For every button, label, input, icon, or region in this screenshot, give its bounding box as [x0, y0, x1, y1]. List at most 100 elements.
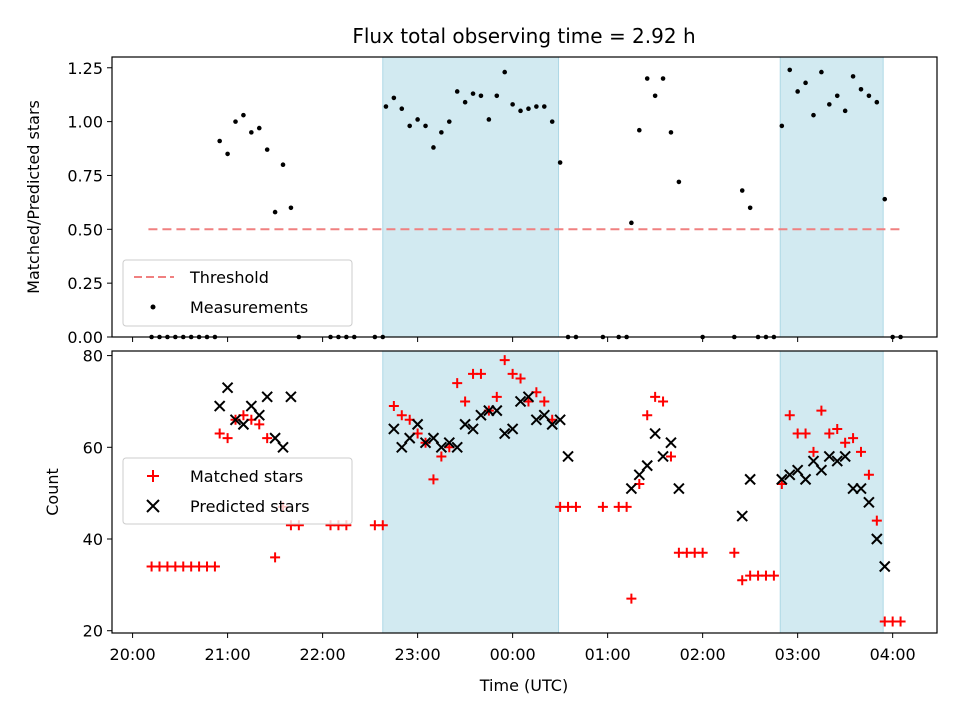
predicted-star-point — [665, 436, 677, 449]
top-y-axis-label: Matched/Predicted stars — [24, 100, 43, 294]
matched-star-point — [499, 355, 510, 366]
matched-legend-swatch — [147, 470, 159, 482]
predicted-star-point — [863, 496, 875, 509]
x-tick-label: 00:00 — [490, 645, 536, 664]
matched-star-point — [222, 433, 233, 444]
y-tick-label: 0.25 — [67, 274, 103, 293]
measurement-point — [739, 188, 745, 193]
x-tick-label: 02:00 — [680, 645, 726, 664]
matched-star-point — [855, 446, 866, 457]
measurement-point — [399, 106, 405, 111]
matched-star-point — [658, 396, 669, 407]
y-tick-label: 40 — [83, 530, 103, 549]
matched-star-point — [475, 368, 486, 379]
y-tick-label: 80 — [83, 347, 103, 366]
matched-star-point — [491, 391, 502, 402]
measurement-point — [415, 117, 420, 122]
predicted-star-point — [388, 423, 400, 435]
matched-star-point — [848, 433, 859, 444]
measurement-point — [668, 130, 674, 135]
measurement-point — [431, 145, 436, 150]
y-tick-label: 20 — [83, 622, 103, 641]
measurement-point — [462, 99, 468, 105]
measurement-point — [803, 80, 808, 86]
measurement-point — [534, 104, 539, 109]
measurement-point — [217, 138, 222, 144]
predicted-star-point — [633, 469, 646, 481]
predicted-star-point — [538, 409, 551, 421]
matched-star-point — [254, 419, 265, 430]
predicted-star-point — [229, 414, 242, 426]
predicted-star-point — [277, 441, 289, 454]
predicted-star-point — [530, 414, 543, 426]
measurement-point — [779, 123, 785, 129]
predicted-star-point — [498, 427, 511, 440]
measurement-point — [446, 119, 452, 124]
predicted-star-point — [396, 441, 408, 454]
measurement-point — [280, 162, 286, 167]
top-axes-frame — [111, 56, 938, 338]
measurement-point — [383, 104, 389, 109]
matched-star-point — [832, 423, 843, 434]
x-tick-label: 04:00 — [870, 645, 916, 664]
matched-star-point — [388, 401, 399, 412]
measurement-point — [644, 76, 650, 81]
measurement-point — [486, 117, 492, 122]
measurement-point — [676, 179, 682, 185]
bottom-x-ticks: 20:00 21:00 22:00 23:00 00:00 01:00 02:00 03:00… — [110, 633, 916, 664]
y-tick-label: 60 — [83, 438, 103, 457]
measurement-point — [858, 87, 864, 92]
measurement-point — [557, 160, 563, 165]
y-tick-label: 0.75 — [67, 166, 103, 185]
matched-star-point — [209, 561, 220, 572]
matched-star-point — [729, 547, 740, 558]
matched-star-point — [895, 616, 906, 627]
matched-star-point — [428, 474, 439, 485]
bottom-legend-box — [122, 457, 353, 525]
measurement-point — [454, 89, 460, 94]
matched-star-point — [597, 501, 608, 512]
matched-star-point — [863, 469, 874, 480]
measurement-point — [811, 112, 816, 118]
measurement-point — [526, 106, 531, 111]
predicted-star-point — [879, 560, 891, 573]
matched-star-point — [262, 433, 273, 444]
predicted-star-point — [419, 436, 432, 449]
matched-star-point — [515, 373, 526, 384]
predicted-star-point — [673, 482, 685, 495]
matched-star-point — [626, 593, 637, 604]
predicted-star-point — [625, 482, 638, 495]
predicted-star-point — [831, 455, 843, 467]
matched-star-point — [539, 396, 550, 407]
y-tick-label: 0.50 — [67, 220, 103, 239]
predicted-star-point — [221, 381, 234, 394]
measurement-point — [510, 102, 515, 107]
x-tick-label: 20:00 — [110, 645, 156, 664]
matched-star-point — [871, 515, 882, 526]
measurement-point — [502, 69, 508, 75]
matched-star-point — [396, 410, 407, 421]
predicted-star-point — [237, 418, 250, 431]
measurement-point — [827, 102, 832, 107]
predicted-star-point — [269, 432, 281, 444]
predicted-star-point — [253, 409, 265, 421]
measurement-point — [494, 93, 500, 99]
measurement-point — [470, 91, 476, 96]
matched-star-point — [650, 391, 661, 402]
matched-star-point — [808, 446, 819, 457]
predicted-star-point — [451, 441, 463, 454]
count-points — [146, 355, 906, 627]
measurement-point — [747, 205, 753, 211]
predicted-star-point — [261, 391, 273, 403]
top-y-ticks: 0.00 0.25 0.50 0.75 1.00 1.25 — [67, 59, 112, 347]
measurement-point — [866, 93, 872, 99]
bottom-y-axis-label: Count — [43, 468, 62, 516]
x-axis-label: Time (UTC) — [479, 676, 568, 695]
predicted-star-point — [784, 469, 796, 481]
measurement-point — [233, 119, 238, 124]
predicted-legend-label: Predicted stars — [190, 497, 310, 516]
matched-star-point — [460, 396, 471, 407]
matched-star-point — [214, 428, 225, 439]
measurement-point — [795, 89, 800, 94]
